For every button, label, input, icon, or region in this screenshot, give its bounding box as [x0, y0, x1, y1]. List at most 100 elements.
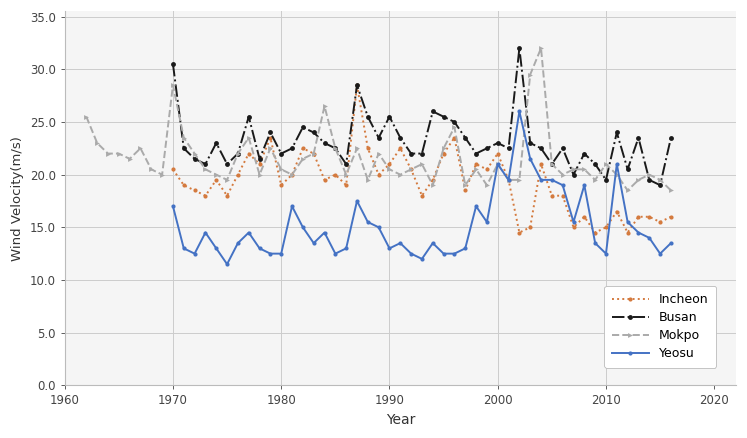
Busan [580, 151, 589, 156]
Incheon [320, 177, 329, 183]
Busan [526, 141, 535, 146]
Busan [233, 151, 242, 156]
Mokpo [613, 172, 622, 177]
Busan [211, 141, 220, 146]
Busan [396, 135, 405, 141]
Incheon [493, 151, 502, 156]
Yeosu [471, 204, 480, 209]
Yeosu [341, 246, 350, 251]
Incheon [233, 172, 242, 177]
Incheon [558, 193, 567, 198]
Yeosu [666, 240, 675, 246]
Busan [288, 146, 297, 151]
Incheon [385, 162, 394, 167]
Busan [276, 151, 285, 156]
Yeosu [515, 109, 524, 114]
Incheon [471, 162, 480, 167]
Busan [645, 177, 654, 183]
Incheon [255, 162, 264, 167]
Busan [179, 146, 188, 151]
Incheon [526, 225, 535, 230]
Incheon [483, 167, 492, 172]
Yeosu [656, 251, 665, 256]
Busan [483, 146, 492, 151]
Line: Mokpo: Mokpo [84, 46, 673, 193]
Yeosu [374, 225, 383, 230]
Incheon [406, 167, 415, 172]
Mokpo [623, 188, 632, 193]
Busan [406, 151, 415, 156]
Incheon [298, 146, 307, 151]
Yeosu [244, 230, 253, 235]
Busan [613, 130, 622, 135]
Yeosu [591, 240, 600, 246]
Incheon [439, 151, 448, 156]
Incheon [634, 214, 643, 219]
Yeosu [461, 246, 470, 251]
Busan [515, 46, 524, 51]
Busan [255, 156, 264, 162]
Busan [298, 124, 307, 130]
Yeosu [504, 177, 513, 183]
Busan [569, 172, 578, 177]
Mokpo [223, 177, 232, 183]
Busan [461, 135, 470, 141]
Incheon [536, 162, 545, 167]
Yeosu [233, 240, 242, 246]
Busan [244, 114, 253, 119]
Yeosu [634, 230, 643, 235]
Incheon [461, 188, 470, 193]
Busan [623, 167, 632, 172]
Busan [363, 114, 372, 119]
Incheon [266, 135, 275, 141]
Incheon [223, 193, 232, 198]
Yeosu [645, 235, 654, 240]
Busan [309, 130, 318, 135]
Line: Yeosu: Yeosu [171, 110, 673, 266]
Y-axis label: Wind Velocity(m/s): Wind Velocity(m/s) [11, 136, 24, 261]
Yeosu [266, 251, 275, 256]
Busan [190, 156, 199, 162]
Busan [656, 183, 665, 188]
Yeosu [396, 240, 405, 246]
Yeosu [623, 219, 632, 225]
Incheon [428, 177, 437, 183]
Incheon [276, 183, 285, 188]
Incheon [341, 183, 350, 188]
Yeosu [493, 162, 502, 167]
Yeosu [526, 156, 535, 162]
Yeosu [536, 177, 545, 183]
Incheon [353, 82, 362, 88]
Busan [601, 177, 610, 183]
Incheon [666, 214, 675, 219]
Incheon [331, 172, 340, 177]
Incheon [169, 167, 178, 172]
Incheon [288, 172, 297, 177]
Incheon [309, 151, 318, 156]
Mokpo [536, 46, 545, 51]
Incheon [569, 225, 578, 230]
Busan [201, 162, 210, 167]
Line: Incheon: Incheon [171, 83, 673, 235]
Yeosu [613, 162, 622, 167]
Mokpo [82, 114, 91, 119]
Mokpo [190, 151, 199, 156]
Incheon [504, 177, 513, 183]
Busan [471, 151, 480, 156]
Busan [341, 162, 350, 167]
Incheon [396, 146, 405, 151]
Yeosu [179, 246, 188, 251]
Incheon [591, 230, 600, 235]
Busan [536, 146, 545, 151]
Incheon [623, 230, 632, 235]
Busan [666, 135, 675, 141]
Yeosu [363, 219, 372, 225]
Incheon [363, 146, 372, 151]
Incheon [179, 183, 188, 188]
Incheon [601, 225, 610, 230]
Yeosu [450, 251, 459, 256]
Busan [266, 130, 275, 135]
Incheon [450, 135, 459, 141]
Busan [320, 141, 329, 146]
Legend: Incheon, Busan, Mokpo, Yeosu: Incheon, Busan, Mokpo, Yeosu [604, 286, 716, 368]
